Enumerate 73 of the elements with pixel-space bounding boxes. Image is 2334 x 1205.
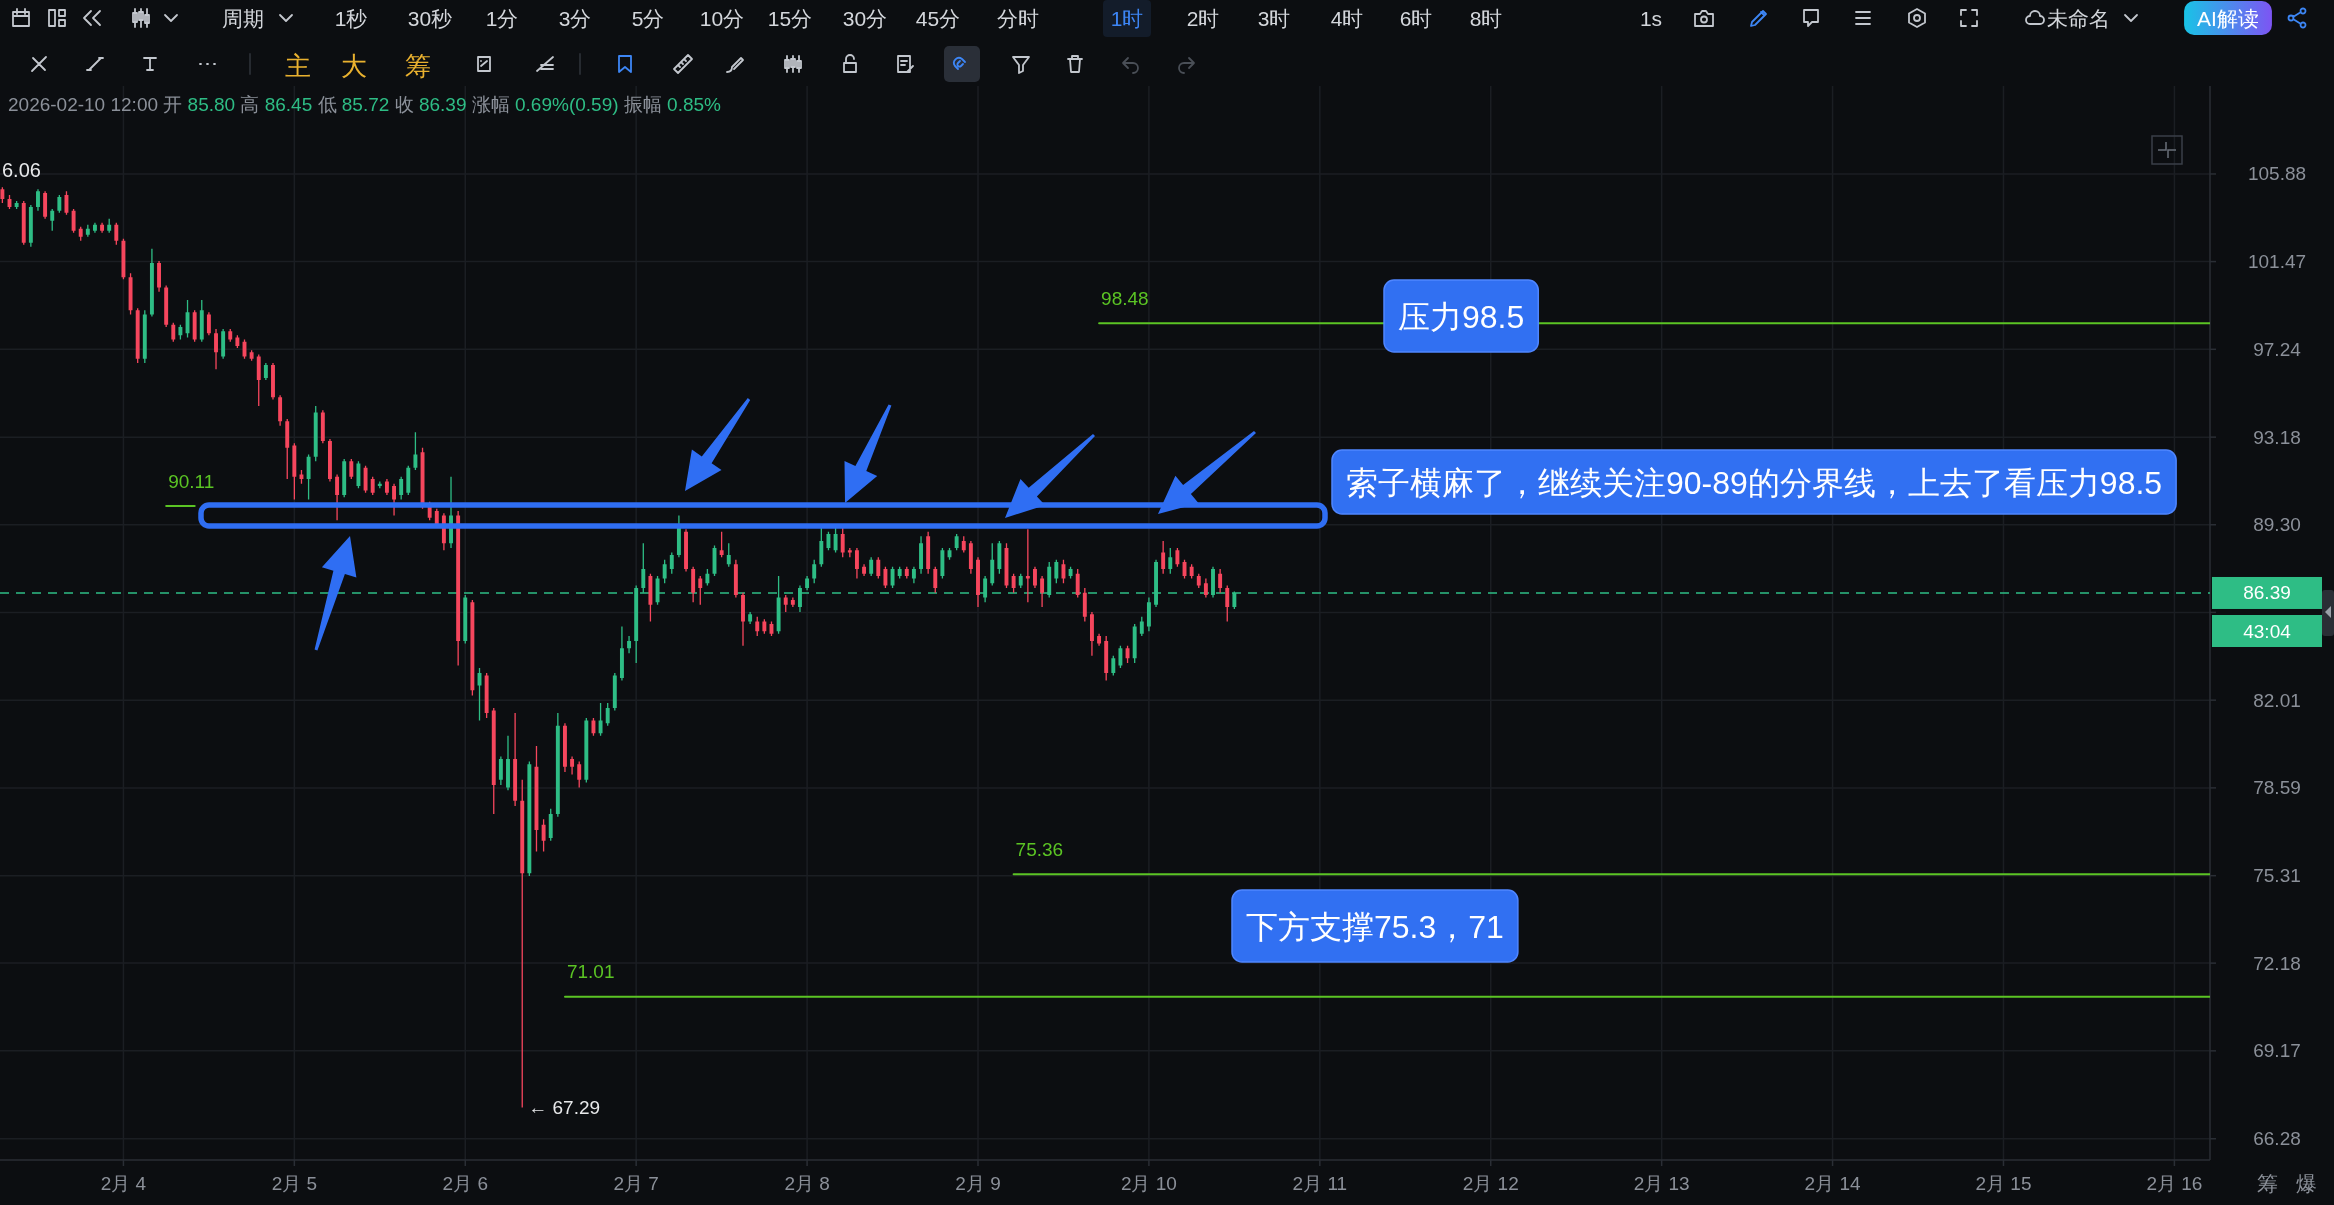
text: 1s [1639,6,1663,30]
text: 4时 [1330,6,1364,30]
text: 8时 [1469,6,1503,30]
text: 30秒 [407,6,453,30]
y-tick-label: 66.28 [2253,1128,2301,1150]
data-label: 90.11 [168,470,215,492]
y-tick-label: 93.18 [2253,426,2301,448]
x-tick-label: 2月 6 [442,1172,488,1194]
y-tick-label: 82.01 [2253,689,2301,711]
y-tick-label: 72.18 [2253,952,2301,974]
text: 30分 [842,6,888,30]
text: 1秒 [334,6,368,30]
text: 3分 [558,6,592,30]
x-tick-label: 2月 15 [1975,1172,2032,1194]
text: 15分 [767,6,813,30]
y-tick-label: 101.47 [2247,251,2307,273]
candlestick [741,592,745,646]
text: 2026-02-10 12:00 开 85.80 高 86.45 低 85.72 收 86.39 涨幅 0.69%(0.59) 振幅 0.85% [8,93,721,115]
candlestick [570,756,575,775]
candlestick [627,636,632,654]
annotation: 6.06 [2,159,41,181]
text: 2时 [1186,6,1220,30]
y-tick-label: 97.24 [2253,338,2302,360]
x-tick-label: 2月 11 [1292,1172,1348,1194]
text: 5分 [631,6,665,30]
data-label: 71.01 [566,961,615,983]
text: 大 [341,51,367,81]
x-tick-label: 2月 5 [271,1172,318,1194]
annotation: ← 67.29 [528,1097,601,1119]
y-tick-label: 75.31 [2253,865,2301,887]
text: 分时 [997,6,1039,30]
text: 筹 [405,51,431,81]
data-label: 98.48 [1101,287,1149,309]
candlestick [748,611,753,624]
annotation: 索子横麻了，继续关注90-89的分界线，上去了看压力98.5 [1346,465,2163,501]
text: AI解读 [2197,6,2259,30]
candlestick [619,626,624,681]
x-tick-label: 2月 16 [2146,1172,2203,1194]
x-tick-label: 2月 12 [1462,1172,1519,1194]
text: 未命名 [2046,6,2110,30]
text: 10分 [699,6,745,30]
x-tick-label: 2月 14 [1804,1172,1861,1194]
y-tick-label: 89.30 [2253,514,2301,536]
text: 1分 [485,6,519,30]
candlestick [1203,578,1208,598]
x-tick-label: 2月 9 [955,1172,1001,1194]
x-tick-label: 2月 7 [613,1172,659,1194]
text: 43:04 [2243,620,2292,642]
x-tick-label: 2月 13 [1633,1172,1690,1194]
x-tick-label: 2月 8 [784,1172,830,1194]
y-tick-label: 69.17 [2253,1040,2301,1062]
candlestick [214,329,218,370]
y-tick-label: 105.88 [2247,163,2307,185]
text: 爆 [2295,1171,2317,1195]
candlestick [1040,576,1045,608]
text: 6时 [1399,6,1433,30]
data-label: 75.36 [1015,838,1064,860]
y-tick-label: 78.59 [2253,777,2301,799]
x-tick-label: 2月 4 [100,1172,147,1194]
text: 筹 [2256,1171,2278,1195]
text: 1时 [1110,6,1144,30]
ref-line-label: 86.39 [2243,582,2291,604]
text: 3时 [1257,6,1291,30]
candlestick [513,712,518,807]
candlestick [790,597,795,608]
text: 45分 [915,6,961,30]
text: 主 [285,51,311,81]
candlestick [506,735,510,791]
x-tick-label: 2月 10 [1120,1172,1177,1194]
candlestick [1025,529,1030,603]
annotation: 下方支撑75.3，71 [1246,909,1504,945]
text: 周期 [222,6,264,30]
annotation: 压力98.5 [1398,299,1525,335]
